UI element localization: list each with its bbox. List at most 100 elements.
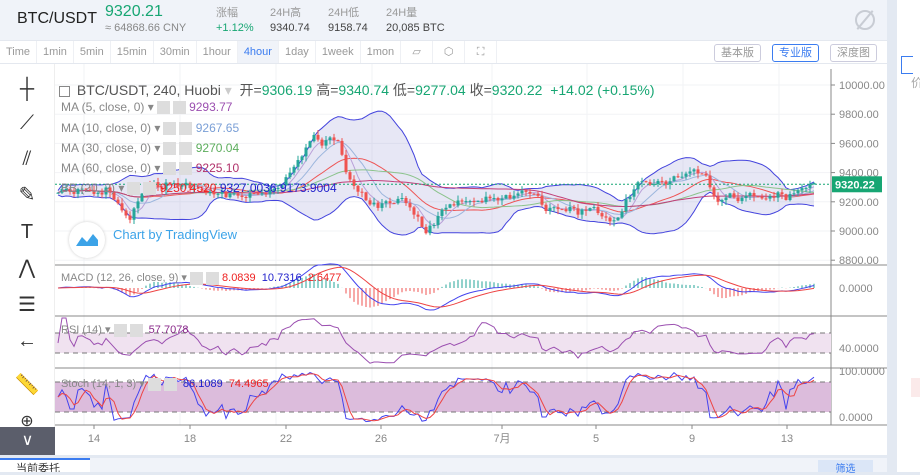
basic-version-button[interactable]: 基本版	[714, 44, 761, 62]
close-icon[interactable]	[129, 323, 143, 337]
interval-5min[interactable]: 5min	[74, 41, 111, 63]
bb-label[interactable]: BB (20, 2)	[61, 181, 116, 195]
gear-icon[interactable]	[163, 162, 177, 176]
order-book-row[interactable]: 9	[911, 416, 920, 435]
macd-line	[57, 263, 815, 311]
price-axis-label: 9600.00	[839, 138, 879, 150]
candle-body	[728, 193, 732, 198]
order-book-row[interactable]: 9	[911, 112, 920, 131]
time-axis-label: 14	[88, 433, 100, 445]
close-icon[interactable]	[143, 182, 157, 196]
rsi-label[interactable]: RSI (14)	[61, 324, 102, 336]
chart-canvas[interactable]: 10000.009800.009600.009400.009200.009000…	[55, 64, 887, 455]
stoch-label[interactable]: Stoch (14, 1, 3)	[61, 378, 137, 390]
close-icon[interactable]	[163, 377, 177, 391]
gear-icon[interactable]	[189, 271, 203, 285]
gear-icon[interactable]	[156, 101, 170, 115]
series-title[interactable]: BTC/USDT, 240, Huobi	[76, 82, 221, 98]
depth-chart-button[interactable]: 深度图	[830, 44, 877, 62]
interval-4hour[interactable]: 4hour	[237, 41, 279, 63]
text-icon[interactable]: T	[20, 221, 34, 243]
order-book-row[interactable]: 9	[911, 321, 920, 340]
collapse-toolbar-button[interactable]: ∨	[0, 427, 55, 455]
dropdown-icon[interactable]: ▾	[224, 82, 232, 98]
order-book-row[interactable]: 9	[911, 245, 920, 264]
order-book-row[interactable]: 9	[911, 397, 920, 416]
candle-body	[268, 190, 272, 195]
order-book-row[interactable]: 9	[911, 150, 920, 169]
gear-icon[interactable]	[163, 142, 177, 156]
gear-icon[interactable]	[127, 182, 141, 196]
gear-icon[interactable]	[147, 377, 161, 391]
candle-body	[680, 176, 684, 178]
close-icon[interactable]	[172, 101, 186, 115]
close-icon[interactable]	[179, 142, 193, 156]
ruler-icon[interactable]: 📏	[14, 374, 40, 396]
zoom-in-icon[interactable]: ⊕	[20, 413, 34, 430]
fib-icon[interactable]: ☰	[18, 294, 36, 316]
fullscreen-icon[interactable]: ⛶	[465, 41, 498, 63]
gear-icon[interactable]	[113, 323, 127, 337]
interval-1min[interactable]: 1min	[37, 41, 74, 63]
ma30-label[interactable]: MA (30, close, 0)	[61, 141, 152, 155]
candle-body	[312, 134, 316, 142]
order-book-row[interactable]: 9	[911, 169, 920, 188]
order-book-row[interactable]: 9	[911, 340, 920, 359]
back-arrow-icon[interactable]: ←	[17, 330, 37, 352]
hide-icon[interactable]	[855, 10, 875, 30]
brush-icon[interactable]: ✎	[18, 184, 36, 206]
interval-1week[interactable]: 1week	[316, 41, 361, 63]
candle-body	[412, 207, 416, 215]
candle-body	[160, 187, 164, 190]
ma5-label[interactable]: MA (5, close, 0)	[61, 100, 145, 114]
pitchfork-icon[interactable]: ⫽	[22, 148, 32, 170]
order-book-row[interactable]: 9	[911, 93, 920, 112]
order-book-row[interactable]: 9	[911, 359, 920, 378]
pattern-icon[interactable]: ⋀	[18, 257, 36, 279]
candle-body	[620, 211, 624, 218]
order-book-row[interactable]: 9	[911, 207, 920, 226]
collapse-icon[interactable]	[59, 85, 70, 97]
ma60-value: 9225.10	[195, 161, 240, 175]
interval-30min[interactable]: 30min	[154, 41, 197, 63]
order-book-row[interactable]: 9	[911, 378, 920, 397]
order-book-row[interactable]: 9	[911, 264, 920, 283]
pro-version-button[interactable]: 专业版	[772, 44, 819, 62]
depth-toggle[interactable]	[901, 56, 913, 74]
close-icon[interactable]	[179, 122, 193, 136]
settings-icon[interactable]: ⬡	[433, 41, 466, 63]
interval-time[interactable]: Time	[0, 41, 38, 63]
candle-body	[252, 193, 256, 195]
candle-body	[336, 140, 340, 142]
order-book-row[interactable]: 9	[911, 188, 920, 207]
order-book-row[interactable]: 9	[911, 302, 920, 321]
macd-label[interactable]: MACD (12, 26, close, 9)	[61, 272, 179, 284]
candle-body	[276, 187, 280, 189]
close-icon[interactable]	[205, 271, 219, 285]
interval-1hour[interactable]: 1hour	[197, 41, 238, 63]
chart-type-icon[interactable]: ▱	[401, 41, 434, 63]
ma60-legend: MA (60, close, 0) ▾ 9225.10	[61, 161, 240, 176]
chart-area[interactable]: 10000.00 9800.00 9600.00 9400.00 9200.00 9000…	[55, 64, 887, 455]
gear-icon[interactable]	[163, 122, 177, 136]
order-book-row[interactable]: 9	[911, 226, 920, 245]
filter-button[interactable]: 筛选	[818, 460, 873, 475]
macd-signal: 2.6477	[307, 272, 342, 284]
order-book-row[interactable]: 9	[911, 283, 920, 302]
ma10-label[interactable]: MA (10, close, 0)	[61, 121, 152, 135]
candle-body	[304, 147, 308, 157]
candle-body	[424, 226, 428, 234]
candle-body	[552, 207, 556, 209]
tradingview-watermark[interactable]: Chart by TradingView	[113, 227, 238, 242]
order-book-row[interactable]: 9	[911, 131, 920, 150]
symbol[interactable]: BTC/USDT	[17, 10, 97, 27]
current-orders-tab[interactable]: 当前委托	[0, 458, 90, 472]
ma60-label[interactable]: MA (60, close, 0)	[61, 161, 152, 175]
trendline-icon[interactable]: ⟋	[20, 112, 34, 134]
close-icon[interactable]	[179, 162, 193, 176]
interval-15min[interactable]: 15min	[111, 41, 154, 63]
crosshair-icon[interactable]: ┼	[19, 78, 35, 100]
interval-1mon[interactable]: 1mon	[361, 41, 402, 63]
price-axis-label: 9200.00	[839, 197, 879, 209]
interval-1day[interactable]: 1day	[279, 41, 316, 63]
